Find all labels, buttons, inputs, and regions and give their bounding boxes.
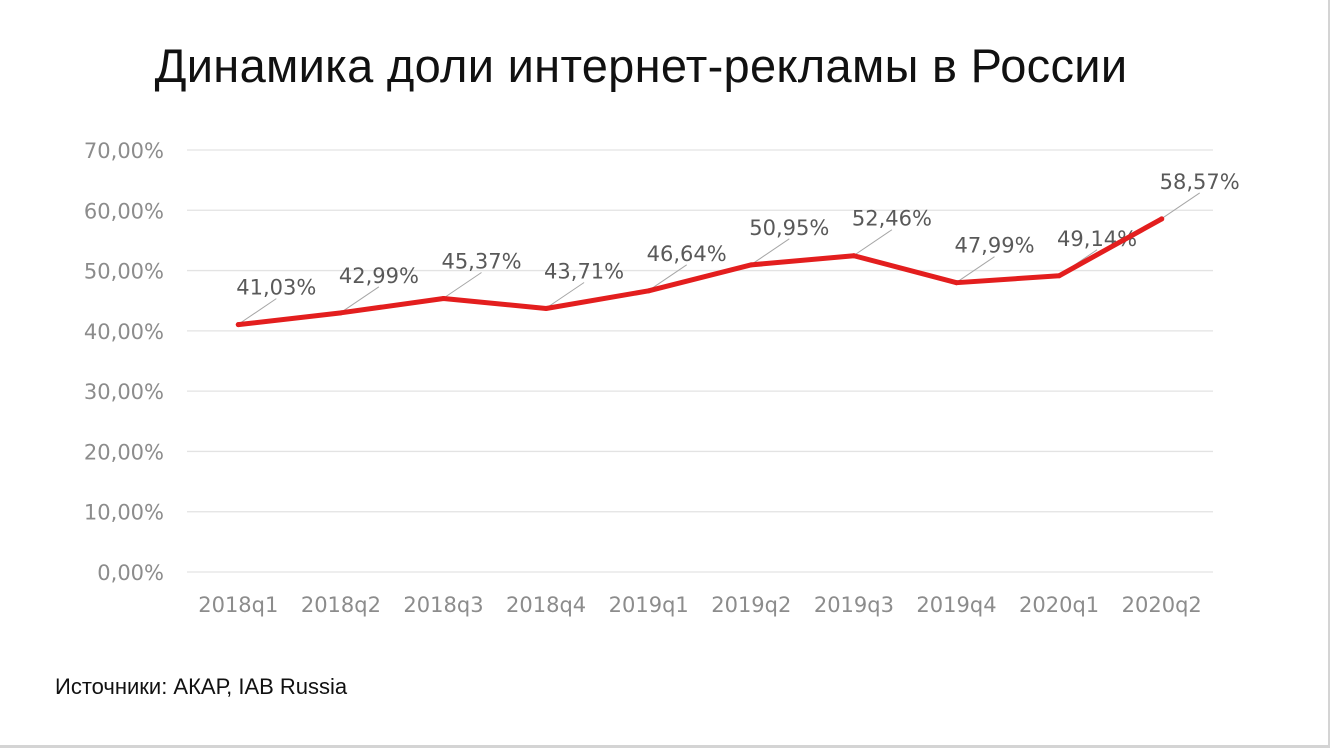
data-label: 52,46% bbox=[852, 207, 932, 231]
data-point bbox=[543, 305, 549, 311]
data-point bbox=[338, 310, 344, 316]
data-point bbox=[1159, 216, 1165, 222]
y-tick-label: 30,00% bbox=[84, 380, 164, 404]
data-point bbox=[748, 262, 754, 268]
y-tick-label: 70,00% bbox=[84, 139, 164, 163]
x-tick-label: 2018q3 bbox=[403, 593, 483, 617]
data-label-leader bbox=[649, 264, 687, 291]
y-tick-label: 10,00% bbox=[84, 501, 164, 525]
y-tick-label: 40,00% bbox=[84, 320, 164, 344]
x-tick-label: 2018q2 bbox=[301, 593, 381, 617]
x-tick-label: 2019q3 bbox=[814, 593, 894, 617]
data-label: 46,64% bbox=[647, 242, 727, 266]
data-label-leader bbox=[1162, 192, 1200, 219]
data-label: 42,99% bbox=[339, 264, 419, 288]
data-point bbox=[235, 322, 241, 328]
data-point bbox=[441, 295, 446, 301]
data-label: 45,37% bbox=[441, 249, 521, 273]
source-note: Источники: АКАР, IAB Russia bbox=[55, 674, 348, 699]
data-label-leader bbox=[957, 256, 995, 283]
data-label: 43,71% bbox=[544, 259, 624, 283]
chart-title: Динамика доли интернет-рекламы в России bbox=[154, 39, 1128, 92]
series-line bbox=[235, 216, 1165, 328]
y-tick-label: 20,00% bbox=[84, 440, 164, 464]
data-label: 41,03% bbox=[236, 276, 316, 300]
x-tick-label: 2019q4 bbox=[916, 593, 996, 617]
data-label: 58,57% bbox=[1160, 170, 1240, 194]
x-tick-label: 2020q1 bbox=[1019, 593, 1099, 617]
data-label: 50,95% bbox=[749, 216, 829, 240]
x-tick-label: 2019q1 bbox=[609, 593, 689, 617]
x-tick-label: 2018q1 bbox=[198, 593, 278, 617]
y-tick-label: 50,00% bbox=[84, 260, 164, 284]
data-point bbox=[1056, 273, 1062, 279]
data-label-leader bbox=[854, 229, 893, 256]
y-tick-label: 60,00% bbox=[84, 199, 164, 223]
x-tick-label: 2019q2 bbox=[711, 593, 791, 617]
x-tick-label: 2020q2 bbox=[1122, 593, 1202, 617]
data-label-leader bbox=[341, 286, 380, 313]
y-tick-label: 0,00% bbox=[97, 561, 164, 585]
data-point bbox=[851, 253, 857, 259]
data-label-leader bbox=[239, 298, 277, 325]
x-tick-label: 2018q4 bbox=[506, 593, 586, 617]
data-label-leader bbox=[546, 282, 585, 308]
data-point bbox=[954, 280, 959, 286]
data-point bbox=[646, 288, 652, 294]
data-label-leader bbox=[444, 272, 482, 298]
data-label: 47,99% bbox=[954, 234, 1034, 258]
data-label-leader bbox=[752, 238, 790, 265]
